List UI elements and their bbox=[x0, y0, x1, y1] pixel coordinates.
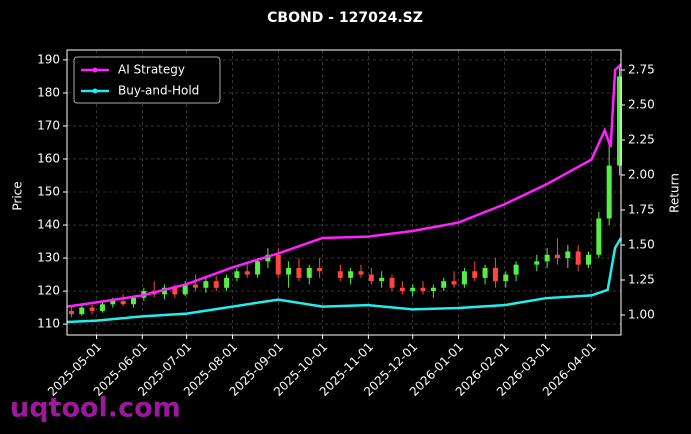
candle-body bbox=[255, 261, 261, 275]
candle-body bbox=[79, 307, 85, 315]
return-line bbox=[66, 237, 623, 324]
legend: AI Strategy Buy-and-Hold bbox=[73, 56, 221, 104]
y-tick-label: 150 bbox=[37, 185, 60, 199]
legend-label: AI Strategy bbox=[118, 63, 185, 77]
y2-tick-label: 2.00 bbox=[628, 168, 655, 182]
candle-body bbox=[224, 277, 230, 288]
candle-body bbox=[358, 271, 364, 275]
legend-marker bbox=[92, 67, 98, 73]
chart-title: CBOND - 127024.SZ bbox=[267, 10, 423, 26]
candle-body bbox=[379, 277, 385, 282]
candle-body bbox=[451, 281, 457, 285]
y-tick-label: 180 bbox=[37, 85, 60, 99]
y-tick-label: 130 bbox=[37, 251, 60, 265]
candle-body bbox=[203, 281, 209, 288]
candle-body bbox=[575, 251, 581, 265]
legend-box bbox=[73, 56, 221, 104]
candle-body bbox=[110, 300, 116, 305]
legend-label: Buy-and-Hold bbox=[118, 84, 199, 98]
candle-body bbox=[503, 274, 509, 282]
y-tick-label: 140 bbox=[37, 218, 60, 232]
y2-tick-label: 1.25 bbox=[628, 272, 655, 286]
candle-body bbox=[348, 271, 354, 278]
candle-body bbox=[410, 287, 416, 292]
candle-body bbox=[617, 76, 623, 166]
candle-body bbox=[482, 267, 488, 278]
y2-tick-label: 1.50 bbox=[628, 237, 655, 251]
candle-body bbox=[265, 254, 271, 262]
y2-tick-label: 1.75 bbox=[628, 202, 655, 216]
candle-body bbox=[89, 307, 95, 311]
candle-body bbox=[513, 264, 519, 275]
candle-body bbox=[182, 284, 188, 295]
candle-body bbox=[606, 165, 612, 219]
candle-body bbox=[399, 287, 405, 292]
candle-body bbox=[275, 254, 281, 275]
y-tick-label: 190 bbox=[37, 52, 60, 66]
candle-body bbox=[492, 267, 498, 282]
y-tick-label: 160 bbox=[37, 151, 60, 165]
candle-body bbox=[213, 281, 219, 288]
y2-tick-label: 2.25 bbox=[628, 133, 655, 147]
candle-body bbox=[585, 254, 591, 265]
return-line bbox=[66, 63, 622, 308]
y2-axis-label: Return bbox=[668, 173, 682, 213]
candle-body bbox=[68, 310, 74, 315]
candle-body bbox=[554, 254, 560, 259]
candle-body bbox=[461, 271, 467, 285]
candle-body bbox=[296, 267, 302, 278]
candle-body bbox=[441, 281, 447, 288]
y2-tick-label: 1.00 bbox=[628, 307, 655, 321]
y-tick-label: 170 bbox=[37, 118, 60, 132]
candle-body bbox=[172, 287, 178, 295]
candle-body bbox=[430, 287, 436, 292]
candle-body bbox=[565, 251, 571, 259]
candle-body bbox=[120, 300, 126, 305]
y-tick-label: 120 bbox=[37, 284, 60, 298]
candle-body bbox=[420, 287, 426, 292]
candle-body bbox=[596, 218, 602, 255]
candle-body bbox=[472, 271, 478, 278]
candle-body bbox=[99, 304, 105, 311]
candle-body bbox=[534, 261, 540, 265]
candle-body bbox=[389, 277, 395, 288]
candle-body bbox=[306, 267, 312, 278]
y2-tick-label: 2.75 bbox=[628, 63, 655, 77]
candle-body bbox=[337, 271, 343, 278]
y-tick-label: 110 bbox=[37, 317, 60, 331]
candle-body bbox=[193, 284, 199, 288]
legend-marker bbox=[92, 88, 98, 94]
watermark: uqtool.com bbox=[10, 393, 181, 424]
plot-frame bbox=[66, 49, 622, 336]
y-axis-label: Price bbox=[11, 181, 25, 210]
candle-body bbox=[234, 271, 240, 278]
candle-body bbox=[544, 254, 550, 262]
candle-body bbox=[130, 297, 136, 305]
candle-body bbox=[286, 267, 292, 275]
candle-body bbox=[244, 271, 250, 275]
candle-body bbox=[162, 287, 168, 295]
y2-tick-label: 2.50 bbox=[628, 98, 655, 112]
candle-body bbox=[368, 274, 374, 282]
candle-body bbox=[317, 267, 323, 272]
